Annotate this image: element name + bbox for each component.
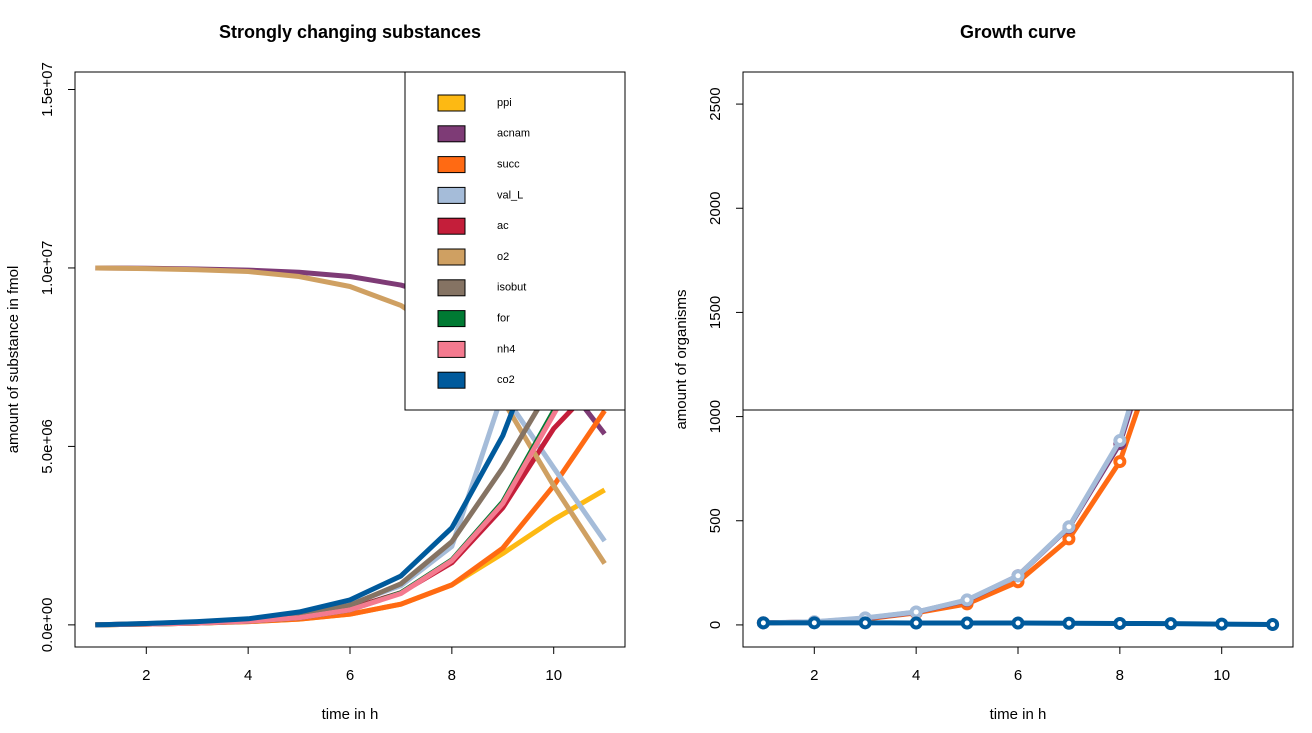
legend-swatch xyxy=(437,310,466,328)
y-tick-label: 2000 xyxy=(707,192,724,225)
x-axis-label: time in h xyxy=(990,706,1047,723)
chart-title: Strongly changing substances xyxy=(219,22,481,42)
series-point xyxy=(960,593,974,607)
legend-label: o2 xyxy=(497,251,509,263)
series-point xyxy=(1062,532,1076,546)
series-point xyxy=(1113,455,1127,469)
legend-swatch xyxy=(437,156,466,174)
legend-label: succ xyxy=(497,159,520,171)
series-point xyxy=(1113,616,1127,630)
series-point xyxy=(1164,617,1178,631)
y-tick-label: 0 xyxy=(707,621,724,629)
legend-box xyxy=(742,71,1294,411)
series-point xyxy=(1215,617,1229,631)
series-point xyxy=(858,616,872,630)
legend-label: for xyxy=(497,313,510,325)
y-tick-label: 500 xyxy=(707,508,724,533)
y-tick-label: 1500 xyxy=(707,296,724,329)
legend-swatch xyxy=(437,186,466,204)
legend-swatch xyxy=(437,248,466,266)
legend: ppi acnam succ val_Lac o2 isobut for nh4 co2 xyxy=(404,71,626,411)
legend-label: acnam xyxy=(497,128,530,140)
series-point xyxy=(1062,616,1076,630)
legend-label: co2 xyxy=(497,374,515,386)
chart-title: Growth curve xyxy=(960,22,1076,42)
x-tick-label: 8 xyxy=(448,667,456,684)
legend-label: ac xyxy=(497,220,509,232)
x-tick-label: 6 xyxy=(1014,667,1022,684)
series-point xyxy=(807,616,821,630)
y-tick-label: 1.0e+07 xyxy=(39,241,56,296)
series-line xyxy=(95,373,607,628)
y-axis-label: amount of substance in fmol xyxy=(5,266,22,454)
legend-label: isobut xyxy=(497,282,526,294)
series-point xyxy=(756,616,770,630)
series-point xyxy=(1011,569,1025,583)
legend-swatch xyxy=(437,279,466,297)
axes: Strongly changing substances time in h amo… xyxy=(5,22,1294,723)
legend-box xyxy=(404,71,626,411)
series-line xyxy=(95,265,607,565)
legend-swatch xyxy=(437,94,466,112)
legend-label: nh4 xyxy=(497,343,515,355)
x-tick-label: 8 xyxy=(1116,667,1124,684)
series-point xyxy=(1266,618,1280,631)
legend-swatch xyxy=(437,371,466,389)
x-tick-label: 10 xyxy=(545,667,562,684)
series-point xyxy=(909,616,923,630)
series-point xyxy=(1217,16,1226,25)
x-tick-label: 2 xyxy=(142,667,150,684)
y-tick-label: 0.0e+00 xyxy=(39,598,56,653)
legend-swatch xyxy=(437,125,466,143)
series-point xyxy=(1011,616,1025,630)
legend-label: ppi xyxy=(497,97,512,109)
series-point xyxy=(1113,434,1127,448)
legend-swatch xyxy=(437,340,466,358)
y-tick-label: 5.0e+06 xyxy=(39,419,56,474)
y-tick-label: 2500 xyxy=(707,87,724,120)
x-tick-label: 6 xyxy=(346,667,354,684)
legend-label: val_L xyxy=(497,189,523,201)
y-tick-label: 1000 xyxy=(707,400,724,433)
x-axis-label: time in h xyxy=(322,706,379,723)
x-tick-label: 2 xyxy=(810,667,818,684)
series-point xyxy=(960,616,974,630)
legend-swatch xyxy=(437,217,466,235)
series-point xyxy=(1062,520,1076,534)
y-tick-label: 1.5e+07 xyxy=(39,62,56,117)
series-point xyxy=(909,605,923,619)
x-tick-label: 4 xyxy=(912,667,920,684)
x-tick-label: 4 xyxy=(244,667,252,684)
y-axis-label: amount of organisms xyxy=(673,289,690,429)
x-tick-label: 10 xyxy=(1213,667,1230,684)
